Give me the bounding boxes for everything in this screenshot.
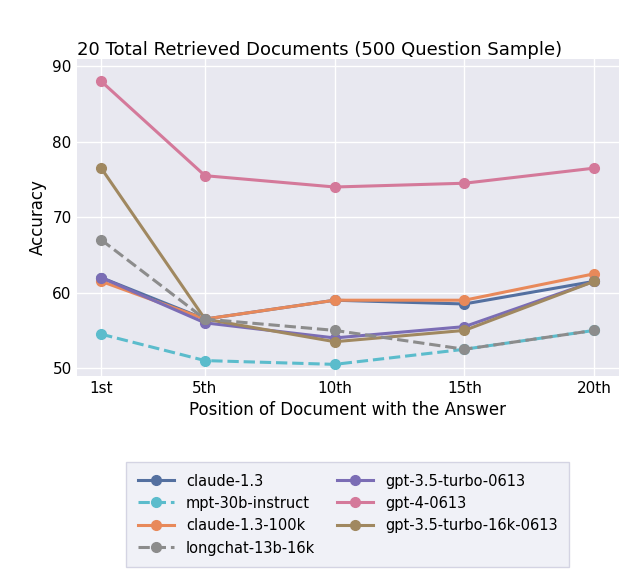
claude-1.3	[331, 296, 339, 303]
gpt-3.5-turbo-16k-0613	[331, 338, 339, 345]
gpt-3.5-turbo-0613	[98, 274, 105, 281]
longchat-13b-16k	[590, 327, 598, 334]
gpt-4-0613	[201, 172, 209, 179]
longchat-13b-16k	[331, 327, 339, 334]
Line: gpt-4-0613: gpt-4-0613	[96, 76, 599, 192]
gpt-3.5-turbo-0613	[590, 278, 598, 285]
Line: claude-1.3-100k: claude-1.3-100k	[96, 269, 599, 324]
claude-1.3	[98, 274, 105, 281]
Line: longchat-13b-16k: longchat-13b-16k	[96, 235, 599, 354]
Text: 20 Total Retrieved Documents (500 Question Sample): 20 Total Retrieved Documents (500 Questi…	[77, 41, 561, 59]
Line: claude-1.3: claude-1.3	[96, 273, 599, 324]
mpt-30b-instruct	[201, 357, 209, 364]
longchat-13b-16k	[98, 237, 105, 244]
gpt-3.5-turbo-0613	[331, 335, 339, 342]
gpt-3.5-turbo-16k-0613	[201, 316, 209, 323]
claude-1.3-100k	[461, 296, 468, 303]
mpt-30b-instruct	[590, 327, 598, 334]
gpt-4-0613	[331, 184, 339, 191]
Legend: claude-1.3, mpt-30b-instruct, claude-1.3-100k, longchat-13b-16k, gpt-3.5-turbo-0: claude-1.3, mpt-30b-instruct, claude-1.3…	[126, 462, 569, 568]
gpt-3.5-turbo-0613	[461, 323, 468, 330]
gpt-3.5-turbo-0613	[201, 319, 209, 326]
gpt-4-0613	[461, 180, 468, 187]
longchat-13b-16k	[201, 316, 209, 323]
mpt-30b-instruct	[461, 346, 468, 353]
gpt-4-0613	[98, 78, 105, 85]
claude-1.3	[201, 316, 209, 323]
claude-1.3-100k	[98, 278, 105, 285]
gpt-3.5-turbo-16k-0613	[98, 164, 105, 171]
Line: gpt-3.5-turbo-0613: gpt-3.5-turbo-0613	[96, 273, 599, 343]
gpt-4-0613	[590, 164, 598, 171]
claude-1.3-100k	[331, 296, 339, 303]
X-axis label: Position of Document with the Answer: Position of Document with the Answer	[189, 401, 506, 419]
claude-1.3	[590, 278, 598, 285]
Line: gpt-3.5-turbo-16k-0613: gpt-3.5-turbo-16k-0613	[96, 163, 599, 346]
gpt-3.5-turbo-16k-0613	[461, 327, 468, 334]
longchat-13b-16k	[461, 346, 468, 353]
gpt-3.5-turbo-16k-0613	[590, 278, 598, 285]
claude-1.3-100k	[590, 270, 598, 277]
Y-axis label: Accuracy: Accuracy	[29, 179, 47, 255]
claude-1.3-100k	[201, 316, 209, 323]
claude-1.3	[461, 301, 468, 308]
mpt-30b-instruct	[331, 361, 339, 368]
mpt-30b-instruct	[98, 330, 105, 338]
Line: mpt-30b-instruct: mpt-30b-instruct	[96, 326, 599, 369]
